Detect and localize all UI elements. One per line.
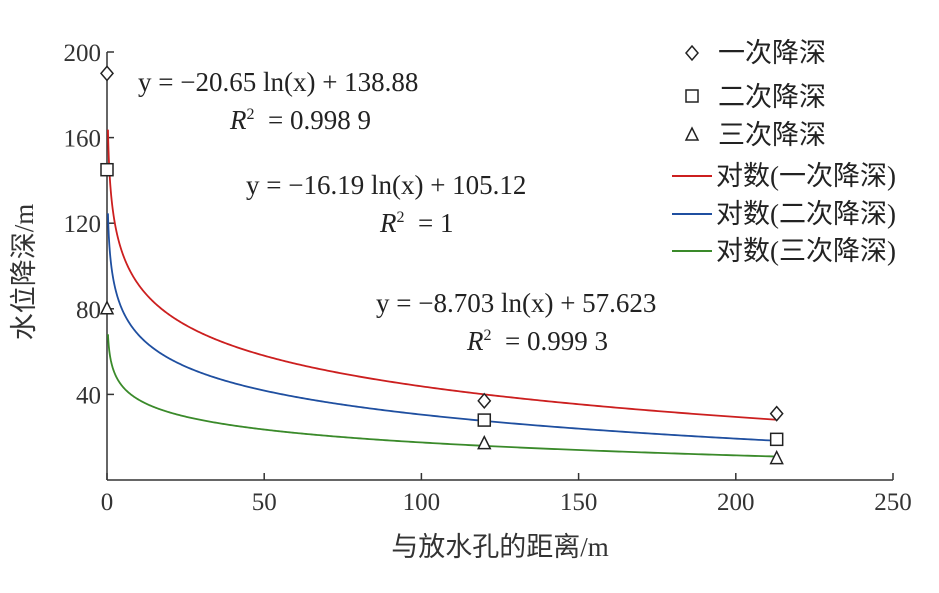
- y-tick-label: 40: [76, 382, 101, 409]
- legend-label-1: 一次降深: [718, 38, 826, 68]
- legend: 一次降深 二次降深 三次降深 对数(一次降深) 对数(二次降深) 对数(三次降深…: [672, 38, 896, 266]
- data-point-diamond: [769, 405, 784, 422]
- data-point-diamond: [100, 65, 114, 82]
- markers: [99, 65, 784, 465]
- r2-value-1: = 0.998 9: [268, 105, 371, 135]
- data-point-triangle: [99, 300, 115, 315]
- x-tick-label: 150: [560, 489, 598, 516]
- y-tick-label: 160: [64, 126, 102, 153]
- data-point-square: [769, 432, 784, 447]
- y-axis-title: 水位降深/m: [9, 204, 39, 341]
- x-axis-title: 与放水孔的距离/m: [391, 532, 609, 562]
- legend-label-5: 对数(二次降深): [716, 199, 896, 229]
- y-tick-label: 200: [64, 40, 102, 67]
- equation-series-1: y = −20.65 ln(x) + 138.88 R2 = 0.998 9: [138, 67, 418, 135]
- y-tick-label: 120: [64, 211, 102, 238]
- x-tick-label: 100: [403, 489, 441, 516]
- equation-text-2: y = −16.19 ln(x) + 105.12: [246, 170, 526, 200]
- r2-symbol-1: R2: [229, 105, 255, 135]
- legend-label-6: 对数(三次降深): [716, 236, 896, 266]
- data-point-diamond: [477, 392, 492, 409]
- data-point-square: [477, 413, 492, 427]
- x-tick-label: 0: [101, 489, 114, 516]
- r2-symbol-3: R2: [466, 326, 492, 356]
- data-point-triangle: [477, 434, 492, 450]
- axes: [106, 52, 893, 481]
- r2-value-2: = 1: [418, 208, 453, 238]
- equation-series-2: y = −16.19 ln(x) + 105.12 R2 = 1: [246, 170, 526, 238]
- legend-marker-square: [685, 89, 699, 103]
- trendline-3: [107, 334, 777, 458]
- legend-marker-diamond: [685, 44, 699, 62]
- legend-label-2: 二次降深: [718, 82, 826, 112]
- r2-value-3: = 0.999 3: [505, 326, 608, 356]
- legend-marker-triangle: [684, 126, 700, 141]
- data-point-triangle: [769, 449, 784, 465]
- equation-text-3: y = −8.703 ln(x) + 57.623: [376, 288, 656, 318]
- x-tick-label: 50: [252, 489, 277, 516]
- equation-text-1: y = −20.65 ln(x) + 138.88: [138, 67, 418, 97]
- legend-label-3: 三次降深: [718, 120, 826, 150]
- x-tick-label: 250: [874, 489, 912, 516]
- y-ticks: 40 80 120 160 200: [64, 40, 114, 409]
- trendline-2: [107, 213, 777, 442]
- legend-label-4: 对数(一次降深): [716, 161, 896, 191]
- x-tick-label: 200: [717, 489, 755, 516]
- r2-symbol-2: R2: [379, 208, 405, 238]
- trendline-1: [107, 129, 777, 421]
- data-point-square: [100, 162, 114, 177]
- y-tick-label: 80: [76, 297, 101, 324]
- trendlines: [107, 129, 777, 458]
- x-ticks: 0 50 100 150 200 250: [101, 473, 912, 516]
- equation-series-3: y = −8.703 ln(x) + 57.623 R2 = 0.999 3: [376, 288, 656, 356]
